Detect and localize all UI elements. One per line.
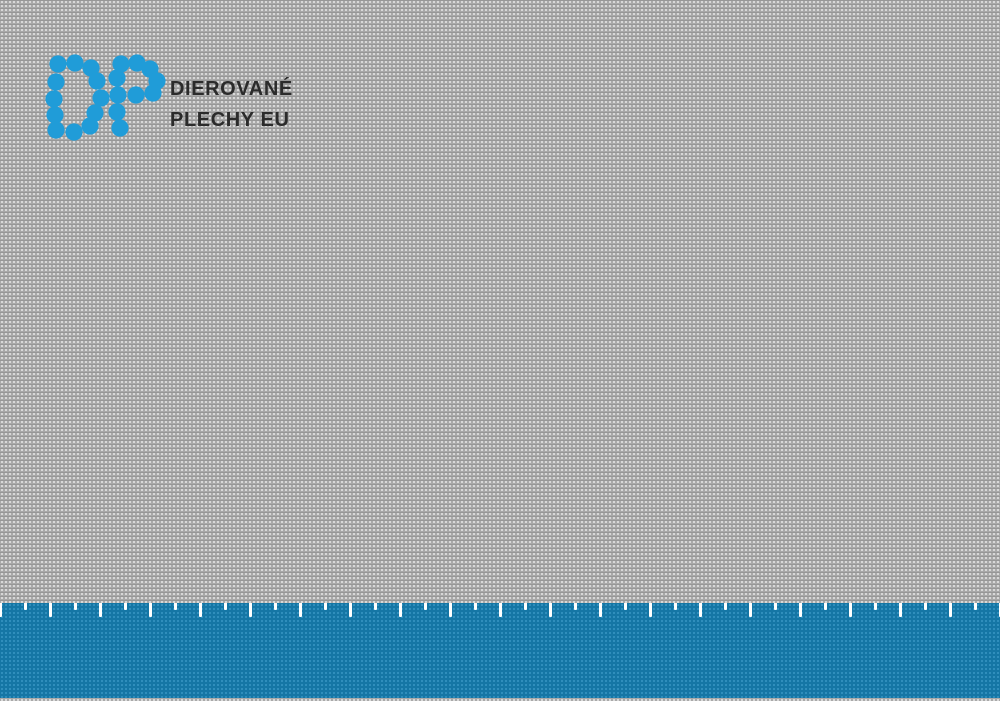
- ruler-tick-half-cm: [973, 603, 977, 610]
- ruler-tick-half-cm: [323, 603, 327, 610]
- ruler-tick-cm: [848, 603, 852, 617]
- ruler-tick-half-cm: [373, 603, 377, 610]
- ruler-tick-cm: [148, 603, 152, 617]
- ruler-tick-cm: [98, 603, 102, 617]
- ruler-tick-half-cm: [473, 603, 477, 610]
- ruler-tick-half-cm: [173, 603, 177, 610]
- ruler-tick-half-cm: [523, 603, 527, 610]
- ruler-tick-cm: [948, 603, 952, 617]
- ruler-tick-cm: [648, 603, 652, 617]
- ruler-tick-half-cm: [873, 603, 877, 610]
- ruler-tick-cm: [248, 603, 252, 617]
- ruler-tick-cm: [998, 603, 1000, 617]
- ruler-tick-half-cm: [223, 603, 227, 610]
- ruler-tick-cm: [298, 603, 302, 617]
- ruler-tick-half-cm: [73, 603, 77, 610]
- ruler-tick-cm: [548, 603, 552, 617]
- dp-monogram-dots-icon: [45, 54, 166, 141]
- ruler-tick-half-cm: [623, 603, 627, 610]
- sheet-bottom-edge: [0, 698, 1000, 701]
- ruler-tick-cm: [348, 603, 352, 617]
- ruler-tick-cm: [898, 603, 902, 617]
- ruler-tick-cm: [198, 603, 202, 617]
- ruler-tick-cm: [48, 603, 52, 617]
- ruler-tick-cm: [748, 603, 752, 617]
- logo-text-line1: DIEROVANÉ: [170, 78, 293, 100]
- ruler-tick-half-cm: [923, 603, 927, 610]
- ruler-tick-cm: [698, 603, 702, 617]
- scale-ruler: 12345678910111213141516171819 20 cm: [0, 603, 1000, 698]
- ruler-tick-half-cm: [423, 603, 427, 610]
- ruler-tick-half-cm: [723, 603, 727, 610]
- ruler-tick-cm: [798, 603, 802, 617]
- ruler-tick-cm: [498, 603, 502, 617]
- ruler-tick-half-cm: [123, 603, 127, 610]
- ruler-tick-cm: [398, 603, 402, 617]
- ruler-tick-half-cm: [673, 603, 677, 610]
- logo-text-line2: PLECHY EU: [170, 109, 290, 131]
- ruler-tick-half-cm: [773, 603, 777, 610]
- ruler-tick-half-cm: [823, 603, 827, 610]
- ruler-tick-cm: [598, 603, 602, 617]
- ruler-tick-half-cm: [573, 603, 577, 610]
- ruler-tick-half-cm: [273, 603, 277, 610]
- ruler-tick-cm: [0, 603, 2, 617]
- ruler-tick-cm: [448, 603, 452, 617]
- ruler-tick-half-cm: [23, 603, 27, 610]
- brand-logo-text: DIEROVANÉ PLECHY EU: [170, 79, 293, 130]
